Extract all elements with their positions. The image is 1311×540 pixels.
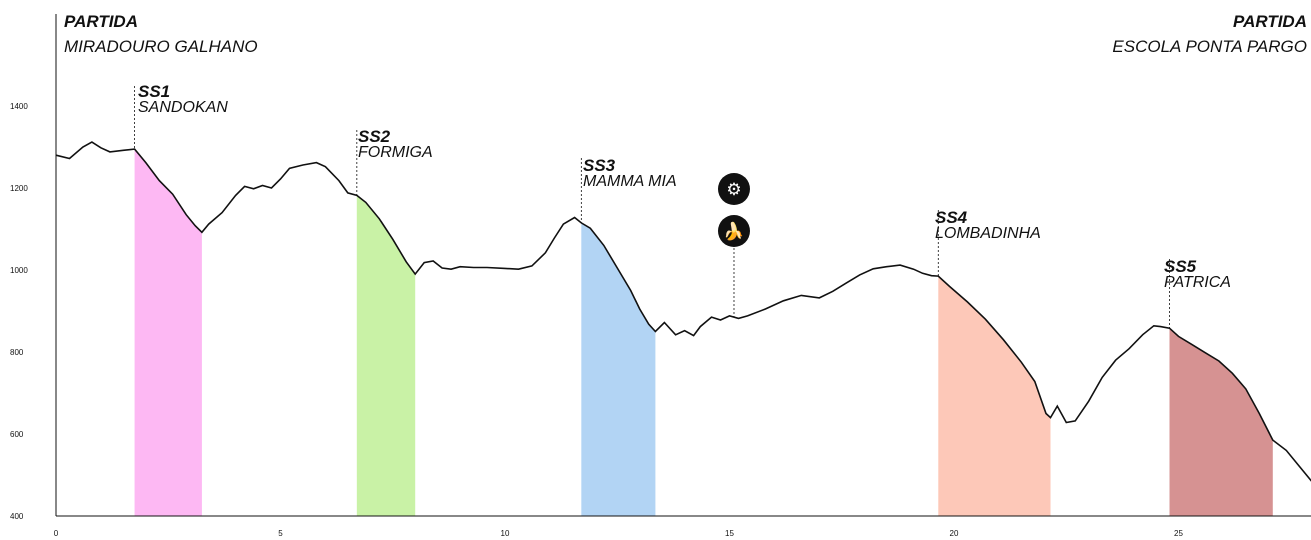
ss3-name: MAMMA MIA [583, 173, 677, 190]
y-tick-1000: 1000 [10, 266, 28, 275]
ss5-stage-area [1169, 328, 1273, 516]
y-tick-labels: 400 600 800 1000 1200 1400 [10, 102, 28, 521]
x-tick-25: 25 [1174, 529, 1183, 538]
ss3-stage-area [581, 222, 656, 516]
finish-location: ESCOLA PONTA PARGO [1112, 37, 1307, 56]
ss4-name: LOMBADINHA [935, 225, 1041, 242]
stage-fills [134, 149, 1273, 516]
x-tick-labels: 0 5 10 15 20 25 [54, 529, 1184, 538]
ss5-name: PATRICA [1164, 274, 1231, 291]
svg-text:⚙: ⚙ [726, 180, 741, 200]
elevation-line [55, 141, 1311, 482]
y-tick-1400: 1400 [10, 102, 28, 111]
ss4-code: SS4 [935, 208, 968, 227]
ss3-code: SS3 [583, 156, 616, 175]
finish-label: PARTIDA [1233, 12, 1307, 31]
y-tick-800: 800 [10, 348, 24, 357]
x-tick-15: 15 [725, 529, 734, 538]
ss1-code: SS1 [138, 82, 171, 101]
ss1-name: SANDOKAN [138, 99, 228, 116]
stage-guides [134, 86, 1170, 329]
y-tick-1200: 1200 [10, 184, 28, 193]
ss4-stage-area [938, 276, 1051, 516]
ss2-name: FORMIGA [358, 144, 433, 161]
svg-text:🍌: 🍌 [723, 221, 744, 242]
ss1-stage-area [134, 149, 202, 516]
ss2-stage-area [356, 195, 416, 516]
feed-zone-marker: ⚙🍌 [717, 173, 750, 318]
ss5-code: SS5 [1164, 257, 1197, 276]
x-tick-10: 10 [501, 529, 510, 538]
start-label: PARTIDA [64, 12, 138, 31]
start-location: MIRADOURO GALHANO [64, 37, 258, 56]
x-tick-20: 20 [950, 529, 959, 538]
ss2-code: SS2 [358, 127, 391, 146]
banana-food-icon: 🍌 [717, 215, 750, 247]
y-tick-400: 400 [10, 512, 24, 521]
bike-repair-gear-icon: ⚙ [717, 173, 750, 205]
x-tick-0: 0 [54, 529, 59, 538]
x-tick-5: 5 [278, 529, 283, 538]
y-tick-600: 600 [10, 430, 24, 439]
